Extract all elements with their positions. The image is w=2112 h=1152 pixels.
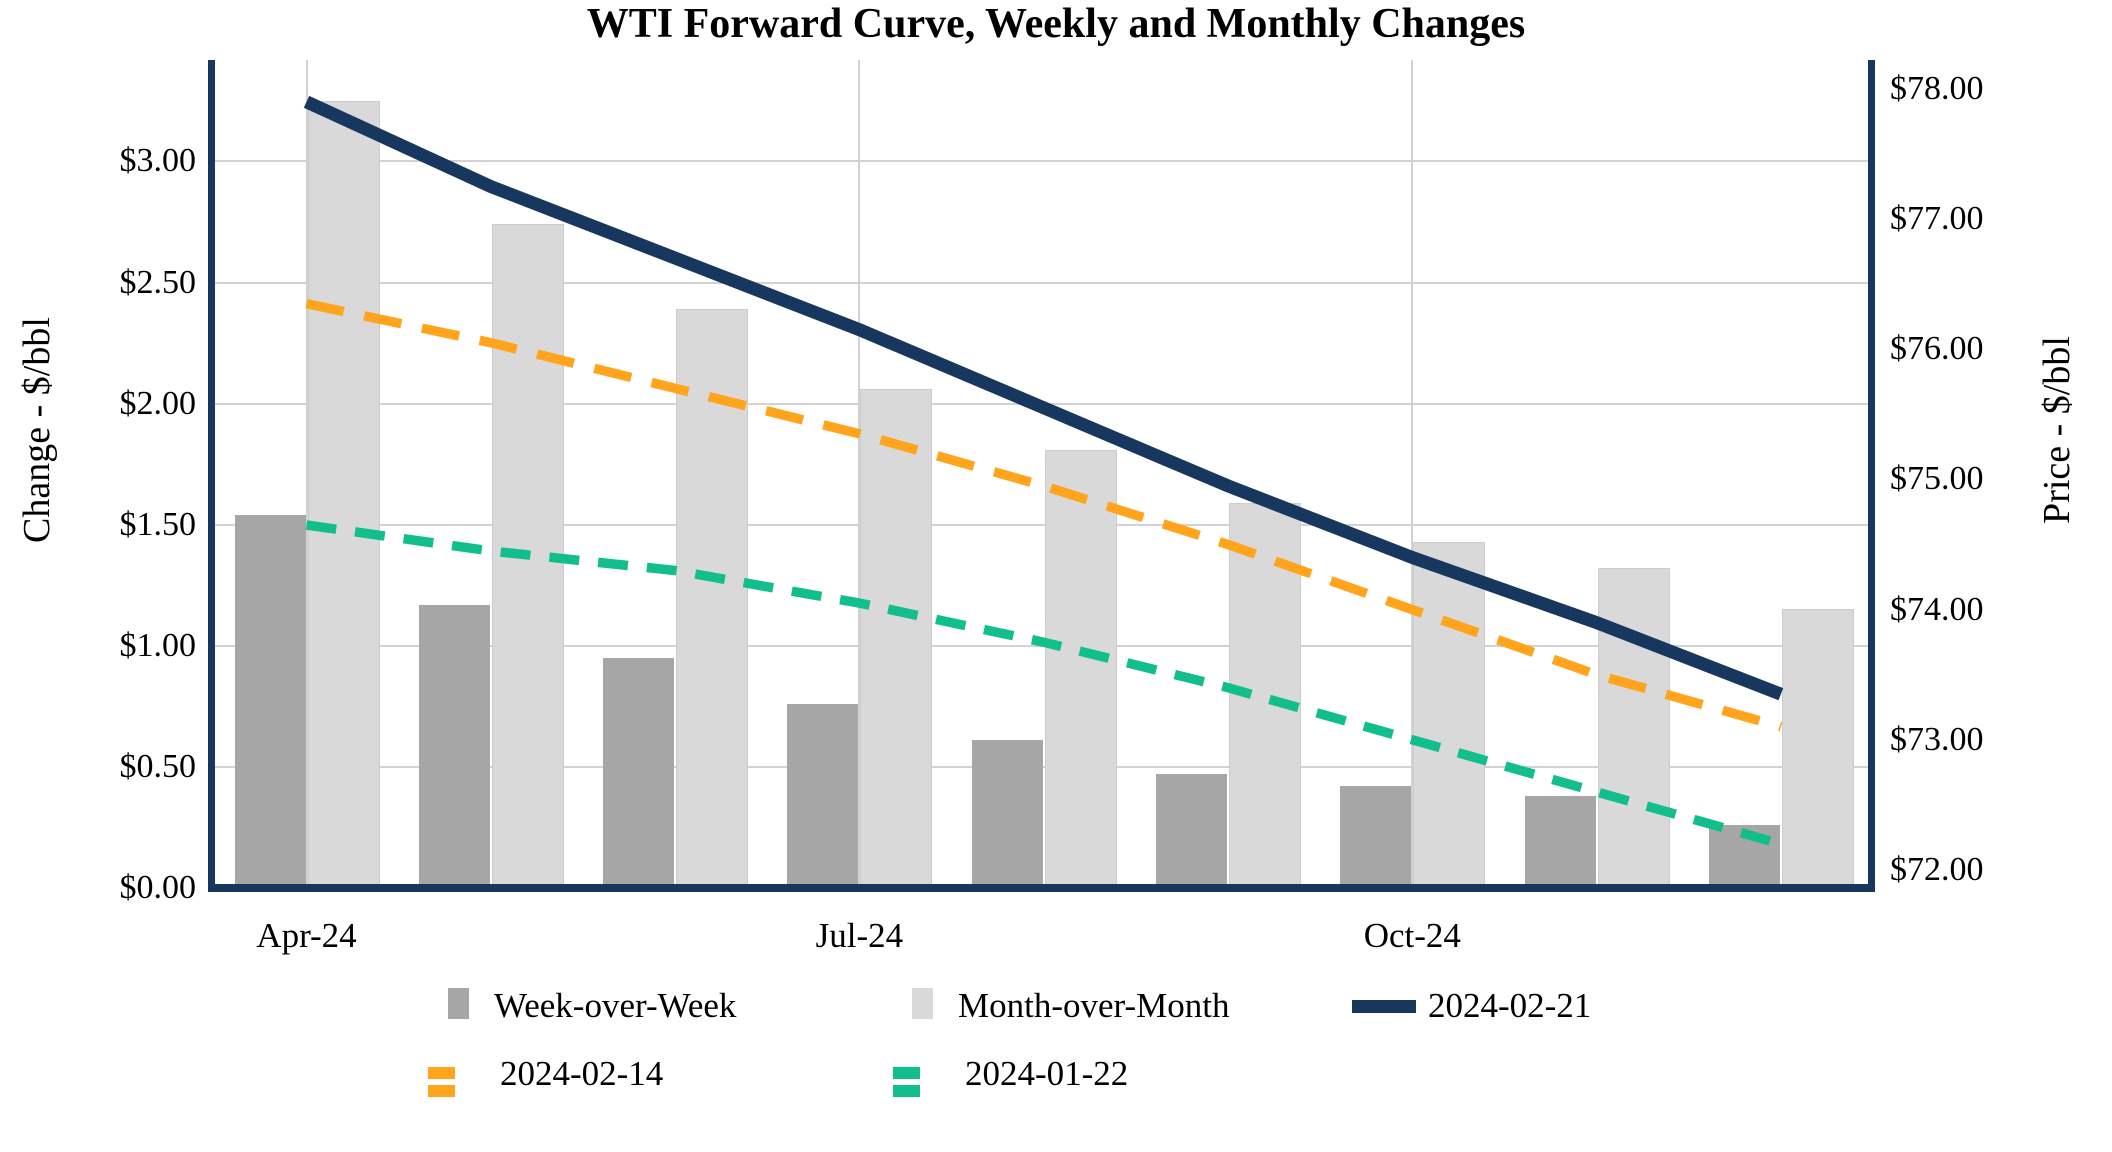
legend-swatch-2024-02-21 <box>1352 1000 1416 1013</box>
left-tick-$2.00: $2.00 <box>119 384 197 422</box>
bar-week-over-week-Jul-24 <box>787 703 859 888</box>
legend-swatch-month-over-month <box>912 988 933 1019</box>
right-axis-line <box>1868 60 1875 892</box>
left-tick-$3.00: $3.00 <box>119 142 197 180</box>
legend-label-2024-02-14: 2024-02-14 <box>500 1054 664 1093</box>
bar-month-over-month-Jun-24 <box>676 309 749 888</box>
bar-week-over-week-Nov-24 <box>1524 795 1596 888</box>
right-tick-$73.00: $73.00 <box>1890 720 1984 758</box>
h-gridline-3 <box>215 160 1868 163</box>
legend-swatch-week-over-week <box>448 988 469 1019</box>
legend-swatch-2024-01-22 <box>893 1066 932 1102</box>
x-tick-Oct-24: Oct-24 <box>1363 916 1461 955</box>
bar-month-over-month-Oct-24 <box>1413 541 1486 888</box>
left-axis-line <box>208 60 215 892</box>
h-gridline-2.5 <box>215 281 1868 284</box>
x-tick-Jul-24: Jul-24 <box>815 916 904 955</box>
h-gridline-2 <box>215 402 1868 405</box>
right-tick-$78.00: $78.00 <box>1890 69 1984 107</box>
left-axis-title: Change - $/bbl <box>16 317 58 543</box>
bar-month-over-month-May-24 <box>491 224 564 888</box>
legend-label-month-over-month: Month-over-Month <box>958 986 1230 1025</box>
right-tick-$75.00: $75.00 <box>1890 460 1984 498</box>
left-tick-$0.00: $0.00 <box>119 869 197 906</box>
legend-label-week-over-week: Week-over-Week <box>494 986 737 1025</box>
x-axis-line <box>208 884 1875 892</box>
bar-month-over-month-Nov-24 <box>1597 568 1670 888</box>
right-axis-title: Price - $/bbl <box>2036 336 2078 524</box>
bar-month-over-month-Dec-24 <box>1781 609 1854 888</box>
bar-month-over-month-Sep-24 <box>1229 502 1301 888</box>
left-tick-$0.50: $0.50 <box>119 747 197 785</box>
bar-week-over-week-Oct-24 <box>1340 786 1412 888</box>
h-gridline-1.5 <box>215 523 1868 526</box>
bar-month-over-month-Aug-24 <box>1044 449 1117 888</box>
left-tick-$1.50: $1.50 <box>119 505 197 543</box>
left-tick-$1.00: $1.00 <box>119 626 197 664</box>
legend-label-2024-02-21: 2024-02-21 <box>1428 986 1592 1025</box>
bar-week-over-week-Apr-24 <box>234 515 306 888</box>
bar-week-over-week-Sep-24 <box>1156 774 1227 888</box>
bar-week-over-week-May-24 <box>418 604 490 888</box>
right-tick-$74.00: $74.00 <box>1890 590 1984 628</box>
right-tick-$72.00: $72.00 <box>1890 851 1984 888</box>
bar-week-over-week-Jun-24 <box>603 657 675 888</box>
right-tick-$77.00: $77.00 <box>1890 200 1984 237</box>
legend-swatch-2024-02-14 <box>428 1066 467 1102</box>
chart-title: WTI Forward Curve, Weekly and Monthly Ch… <box>586 1 1526 47</box>
bar-month-over-month-Apr-24 <box>307 100 380 888</box>
bar-week-over-week-Dec-24 <box>1708 825 1780 888</box>
bar-month-over-month-Jul-24 <box>860 389 933 888</box>
right-tick-$76.00: $76.00 <box>1890 330 1984 368</box>
x-tick-Apr-24: Apr-24 <box>256 916 357 955</box>
bar-week-over-week-Aug-24 <box>971 740 1043 888</box>
legend-label-2024-01-22: 2024-01-22 <box>965 1054 1129 1093</box>
left-tick-$2.50: $2.50 <box>119 263 197 301</box>
